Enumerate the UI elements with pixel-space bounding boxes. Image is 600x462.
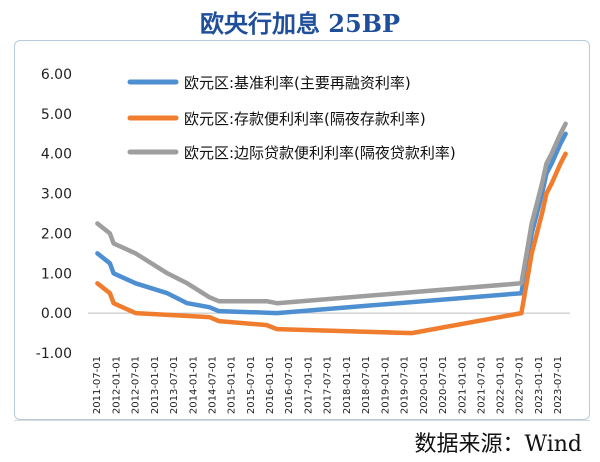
divider <box>14 420 590 421</box>
series-line-3 <box>95 121 568 306</box>
x-tick-label: 2011-07-01 <box>92 356 103 414</box>
x-tick-label: 2015-01-01 <box>227 356 238 414</box>
x-tick-label: 2022-01-01 <box>496 356 507 414</box>
legend-label-1: 欧元区:基准利率(主要再融资利率) <box>184 74 411 92</box>
x-tick-label: 2013-07-01 <box>169 356 180 414</box>
legend-label-2: 欧元区:存款便利利率(隔夜存款利率) <box>184 110 426 128</box>
legend-label-3: 欧元区:边际贷款便利利率(隔夜贷款利率) <box>184 144 456 162</box>
x-tick-label: 2020-01-01 <box>419 356 430 414</box>
x-tick-label: 2021-07-01 <box>476 356 487 414</box>
x-tick-label: 2019-01-01 <box>380 356 391 414</box>
y-tick-label: -1.00 <box>36 346 72 362</box>
x-tick-label: 2012-07-01 <box>131 356 142 414</box>
x-tick-label: 2017-07-01 <box>323 356 334 414</box>
x-tick-label: 2012-01-01 <box>111 356 122 414</box>
x-tick-label: 2013-01-01 <box>150 356 161 414</box>
x-tick-label: 2018-07-01 <box>361 356 372 414</box>
x-tick-label: 2019-07-01 <box>399 356 410 414</box>
x-tick-label: 2015-07-01 <box>246 356 257 414</box>
x-tick-label: 2014-07-01 <box>207 356 218 414</box>
y-tick-label: 4.00 <box>41 147 72 163</box>
chart-frame <box>14 40 590 420</box>
x-tick-label: 2014-01-01 <box>188 356 199 414</box>
x-tick-label: 2016-07-01 <box>284 356 295 414</box>
x-tick-label: 2023-07-01 <box>553 356 564 414</box>
chart-title: 欧央行加息 25BP <box>199 9 401 38</box>
x-tick-label: 2023-01-01 <box>534 356 545 414</box>
x-tick-label: 2022-07-01 <box>515 356 526 414</box>
y-tick-label: 0.00 <box>41 306 72 322</box>
x-tick-label: 2016-01-01 <box>265 356 276 414</box>
data-source: 数据来源：Wind <box>414 432 582 457</box>
y-tick-label: 5.00 <box>41 107 72 123</box>
x-tick-label: 2018-01-01 <box>342 356 353 414</box>
y-tick-label: 2.00 <box>41 226 72 242</box>
x-tick-label: 2021-01-01 <box>457 356 468 414</box>
y-tick-label: 3.00 <box>41 187 72 203</box>
x-tick-label: 2020-07-01 <box>438 356 449 414</box>
series-line-1 <box>95 131 568 316</box>
y-tick-label: 1.00 <box>41 266 72 282</box>
y-tick-label: 6.00 <box>41 67 72 83</box>
x-tick-label: 2017-01-01 <box>304 356 315 414</box>
series-line-2 <box>95 151 568 336</box>
